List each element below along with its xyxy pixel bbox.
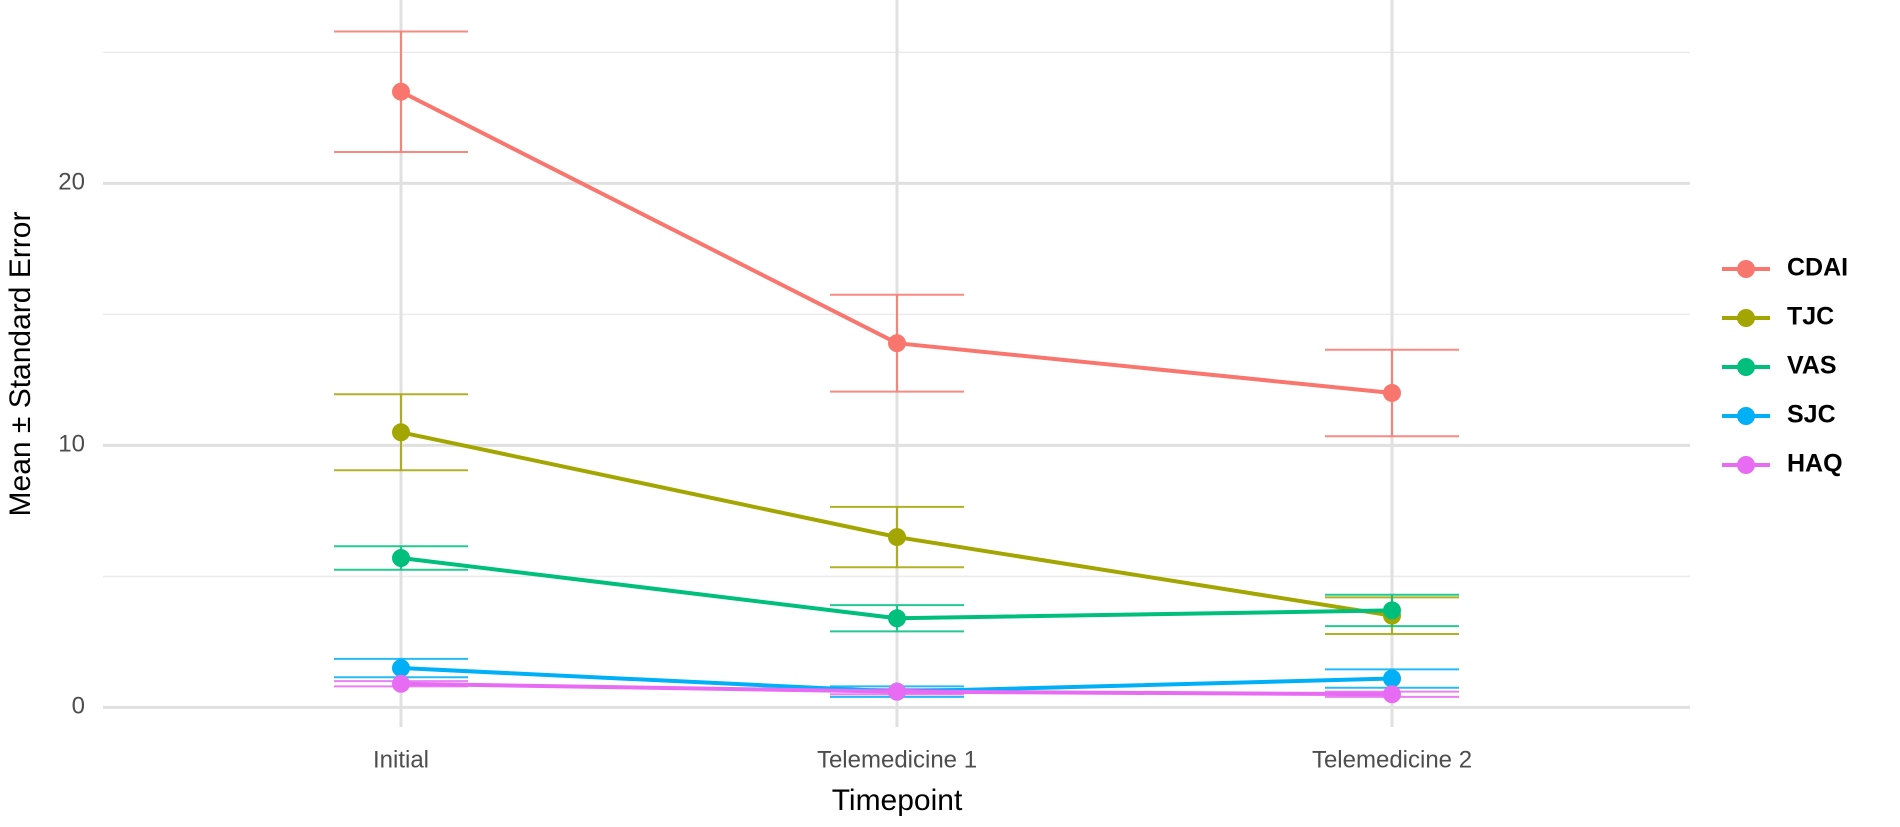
legend-label: HAQ	[1787, 450, 1843, 478]
point	[1383, 669, 1401, 688]
x-axis-title: Timepoint	[832, 784, 963, 817]
legend-key-point	[1737, 309, 1755, 327]
point	[392, 674, 410, 693]
y-tick-label: 0	[72, 693, 85, 720]
legend-key-point	[1737, 260, 1755, 278]
point	[888, 682, 906, 701]
point	[1383, 383, 1401, 402]
point	[888, 609, 906, 628]
point	[888, 528, 906, 547]
legend-label: TJC	[1787, 303, 1834, 331]
legend-key-point	[1737, 456, 1755, 474]
point	[392, 82, 410, 101]
legend-label: VAS	[1787, 352, 1837, 380]
x-tick-label: Initial	[373, 746, 429, 773]
x-tick-label: Telemedicine 2	[1312, 746, 1472, 773]
point	[392, 549, 410, 568]
x-tick-label: Telemedicine 1	[817, 746, 977, 773]
y-axis-title: Mean ± Standard Error	[4, 212, 37, 517]
legend-label: SJC	[1787, 401, 1836, 429]
point	[1383, 601, 1401, 620]
y-tick-label: 10	[58, 431, 85, 458]
legend-key-point	[1737, 407, 1755, 425]
y-tick-label: 20	[58, 169, 85, 196]
legend-key-point	[1737, 358, 1755, 376]
point	[1383, 685, 1401, 704]
point	[888, 334, 906, 353]
point	[392, 659, 410, 678]
legend-label: CDAI	[1787, 254, 1848, 282]
point	[392, 423, 410, 442]
